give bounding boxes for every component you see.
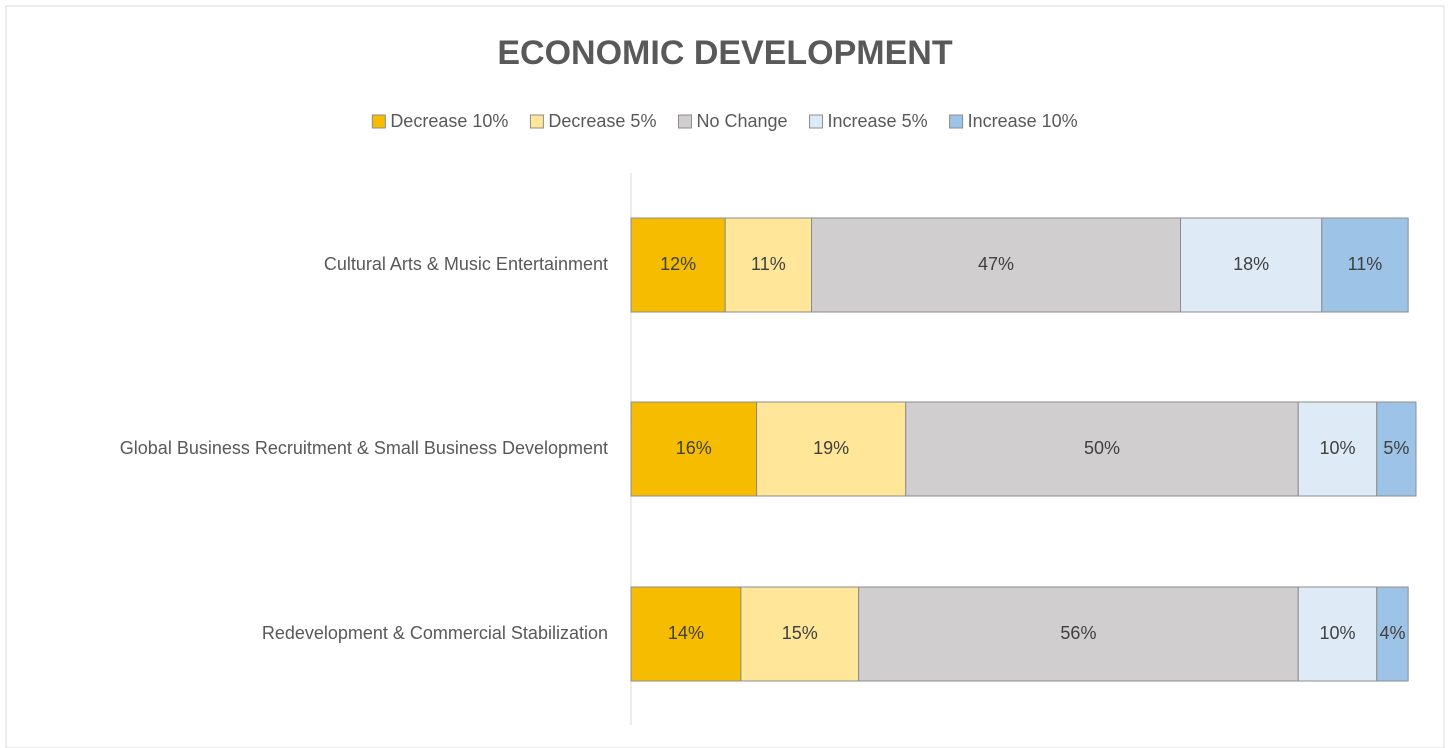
y-tick-label: Redevelopment & Commercial Stabilization bbox=[262, 623, 608, 643]
legend-swatch bbox=[809, 114, 824, 129]
y-tick-label: Global Business Recruitment & Small Busi… bbox=[120, 438, 608, 458]
y-tick-label: Cultural Arts & Music Entertainment bbox=[324, 254, 608, 274]
legend-label: No Change bbox=[696, 111, 787, 131]
data-label: 50% bbox=[1084, 438, 1120, 458]
data-label: 10% bbox=[1319, 623, 1355, 643]
legend-label: Decrease 5% bbox=[548, 111, 656, 131]
legend-label: Increase 10% bbox=[968, 111, 1078, 131]
bar-segment bbox=[1297, 401, 1378, 497]
bar-segment bbox=[811, 217, 1181, 313]
bar-segment bbox=[1376, 401, 1417, 497]
data-label: 14% bbox=[668, 623, 704, 643]
bar-segment bbox=[756, 401, 907, 497]
legend-label: Increase 5% bbox=[828, 111, 928, 131]
legend-label: Decrease 10% bbox=[390, 111, 508, 131]
data-label: 10% bbox=[1319, 438, 1355, 458]
data-label: 15% bbox=[782, 623, 818, 643]
data-label: 5% bbox=[1383, 438, 1409, 458]
bar-segment bbox=[724, 217, 813, 313]
legend-swatch bbox=[371, 114, 386, 129]
data-label: 4% bbox=[1379, 623, 1405, 643]
bar-segment bbox=[1180, 217, 1323, 313]
bar-segment bbox=[858, 586, 1299, 682]
data-label: 11% bbox=[1348, 254, 1383, 274]
legend-swatch bbox=[949, 114, 964, 129]
bar-segment bbox=[1321, 217, 1409, 313]
bar-segment bbox=[1376, 586, 1409, 682]
data-label: 16% bbox=[676, 438, 712, 458]
bar-segment bbox=[630, 217, 726, 313]
chart-title: ECONOMIC DEVELOPMENT bbox=[497, 34, 952, 72]
data-label: 11% bbox=[751, 254, 786, 274]
data-label: 19% bbox=[813, 438, 849, 458]
data-label: 18% bbox=[1233, 254, 1269, 274]
data-label: 56% bbox=[1060, 623, 1096, 643]
legend-swatch bbox=[529, 114, 544, 129]
bar-segment bbox=[630, 586, 742, 682]
bar-segment bbox=[1297, 586, 1378, 682]
bar-segment bbox=[630, 401, 758, 497]
data-label: 12% bbox=[660, 254, 696, 274]
legend-swatch bbox=[677, 114, 692, 129]
data-label: 47% bbox=[978, 254, 1014, 274]
